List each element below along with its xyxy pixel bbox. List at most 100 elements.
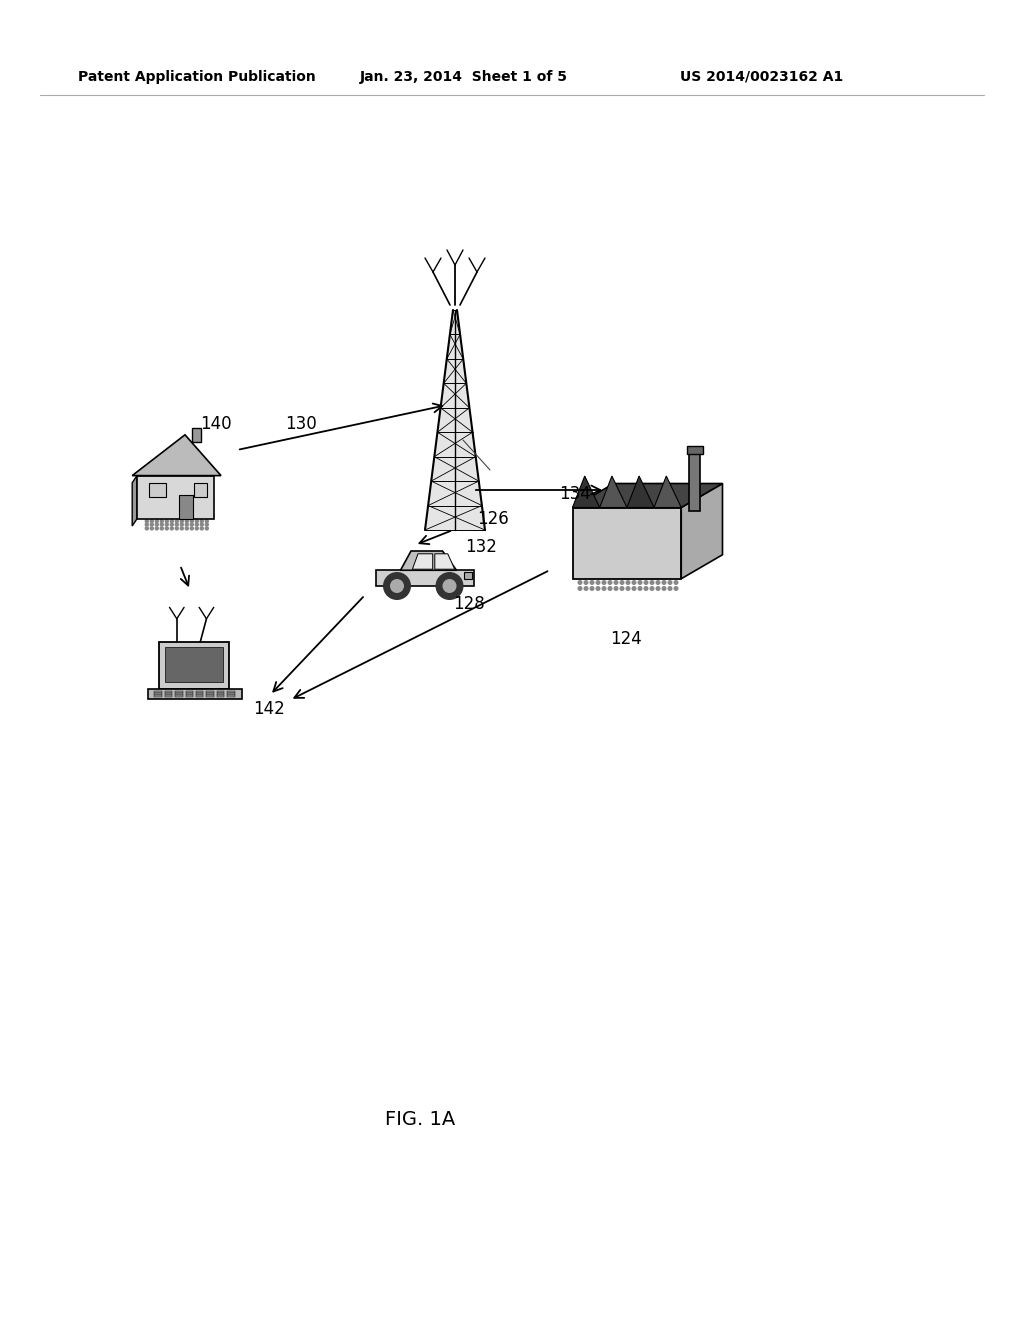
Circle shape	[185, 520, 188, 523]
Bar	[227, 692, 234, 693]
Circle shape	[391, 579, 403, 593]
Circle shape	[196, 527, 199, 529]
Polygon shape	[132, 434, 221, 475]
Bar	[464, 572, 472, 579]
Bar	[179, 495, 193, 519]
Circle shape	[145, 520, 148, 523]
Circle shape	[151, 523, 154, 527]
Circle shape	[627, 586, 630, 590]
Bar	[194, 483, 207, 498]
Circle shape	[579, 586, 582, 590]
Bar	[175, 696, 182, 697]
Circle shape	[190, 527, 194, 529]
Polygon shape	[572, 507, 681, 578]
Circle shape	[201, 527, 204, 529]
Circle shape	[443, 579, 456, 593]
Circle shape	[175, 527, 178, 529]
Circle shape	[579, 581, 582, 585]
Bar	[165, 693, 172, 694]
Circle shape	[165, 520, 168, 523]
Circle shape	[165, 527, 168, 529]
Text: 132: 132	[465, 537, 497, 556]
Circle shape	[156, 527, 159, 529]
Circle shape	[669, 586, 672, 590]
Polygon shape	[572, 483, 723, 507]
Text: 130: 130	[285, 414, 316, 433]
Circle shape	[585, 586, 588, 590]
Text: 140: 140	[200, 414, 231, 433]
Bar	[175, 693, 182, 694]
Circle shape	[201, 523, 204, 527]
Circle shape	[180, 520, 183, 523]
Bar	[217, 692, 224, 693]
Text: US 2014/0023162 A1: US 2014/0023162 A1	[680, 70, 843, 84]
Circle shape	[614, 586, 617, 590]
Circle shape	[590, 586, 594, 590]
Circle shape	[196, 520, 199, 523]
Bar	[155, 696, 162, 697]
Circle shape	[674, 586, 678, 590]
Bar	[227, 696, 234, 697]
Polygon shape	[159, 643, 228, 689]
Circle shape	[663, 586, 666, 590]
Bar	[217, 693, 224, 694]
Circle shape	[205, 523, 208, 527]
Circle shape	[201, 520, 204, 523]
Circle shape	[384, 573, 411, 599]
Polygon shape	[681, 483, 723, 578]
Polygon shape	[572, 477, 600, 507]
Circle shape	[627, 581, 630, 585]
Bar	[196, 693, 204, 694]
Circle shape	[145, 527, 148, 529]
Bar	[227, 693, 234, 694]
Circle shape	[436, 573, 463, 599]
Circle shape	[596, 586, 600, 590]
Bar	[686, 446, 703, 454]
Circle shape	[180, 527, 183, 529]
Bar	[165, 696, 172, 697]
Polygon shape	[165, 647, 222, 682]
Circle shape	[151, 527, 154, 529]
Bar	[207, 693, 214, 694]
Circle shape	[585, 581, 588, 585]
Circle shape	[638, 581, 642, 585]
Circle shape	[190, 520, 194, 523]
Circle shape	[170, 527, 173, 529]
Bar	[193, 428, 201, 442]
Circle shape	[596, 581, 600, 585]
Circle shape	[156, 523, 159, 527]
Circle shape	[656, 581, 659, 585]
Circle shape	[602, 586, 606, 590]
Polygon shape	[137, 475, 214, 519]
Circle shape	[205, 527, 208, 529]
Polygon shape	[627, 477, 654, 507]
Bar	[196, 692, 204, 693]
Polygon shape	[435, 554, 455, 569]
Polygon shape	[400, 550, 457, 570]
Circle shape	[161, 527, 163, 529]
Text: 134: 134	[559, 484, 591, 503]
Circle shape	[161, 523, 163, 527]
Bar	[155, 693, 162, 694]
Bar	[207, 692, 214, 693]
Circle shape	[151, 520, 154, 523]
Text: FIG. 1A: FIG. 1A	[385, 1110, 455, 1129]
Polygon shape	[425, 310, 485, 531]
Circle shape	[669, 581, 672, 585]
Bar	[196, 696, 204, 697]
Circle shape	[185, 527, 188, 529]
Text: 124: 124	[610, 630, 642, 648]
Text: 142: 142	[253, 700, 285, 718]
Polygon shape	[413, 554, 433, 569]
Circle shape	[656, 586, 659, 590]
Circle shape	[602, 581, 606, 585]
Circle shape	[175, 520, 178, 523]
Circle shape	[190, 523, 194, 527]
Circle shape	[170, 523, 173, 527]
Circle shape	[161, 520, 163, 523]
Circle shape	[165, 523, 168, 527]
Circle shape	[608, 581, 611, 585]
Polygon shape	[148, 689, 242, 700]
Bar	[185, 692, 193, 693]
Circle shape	[614, 581, 617, 585]
